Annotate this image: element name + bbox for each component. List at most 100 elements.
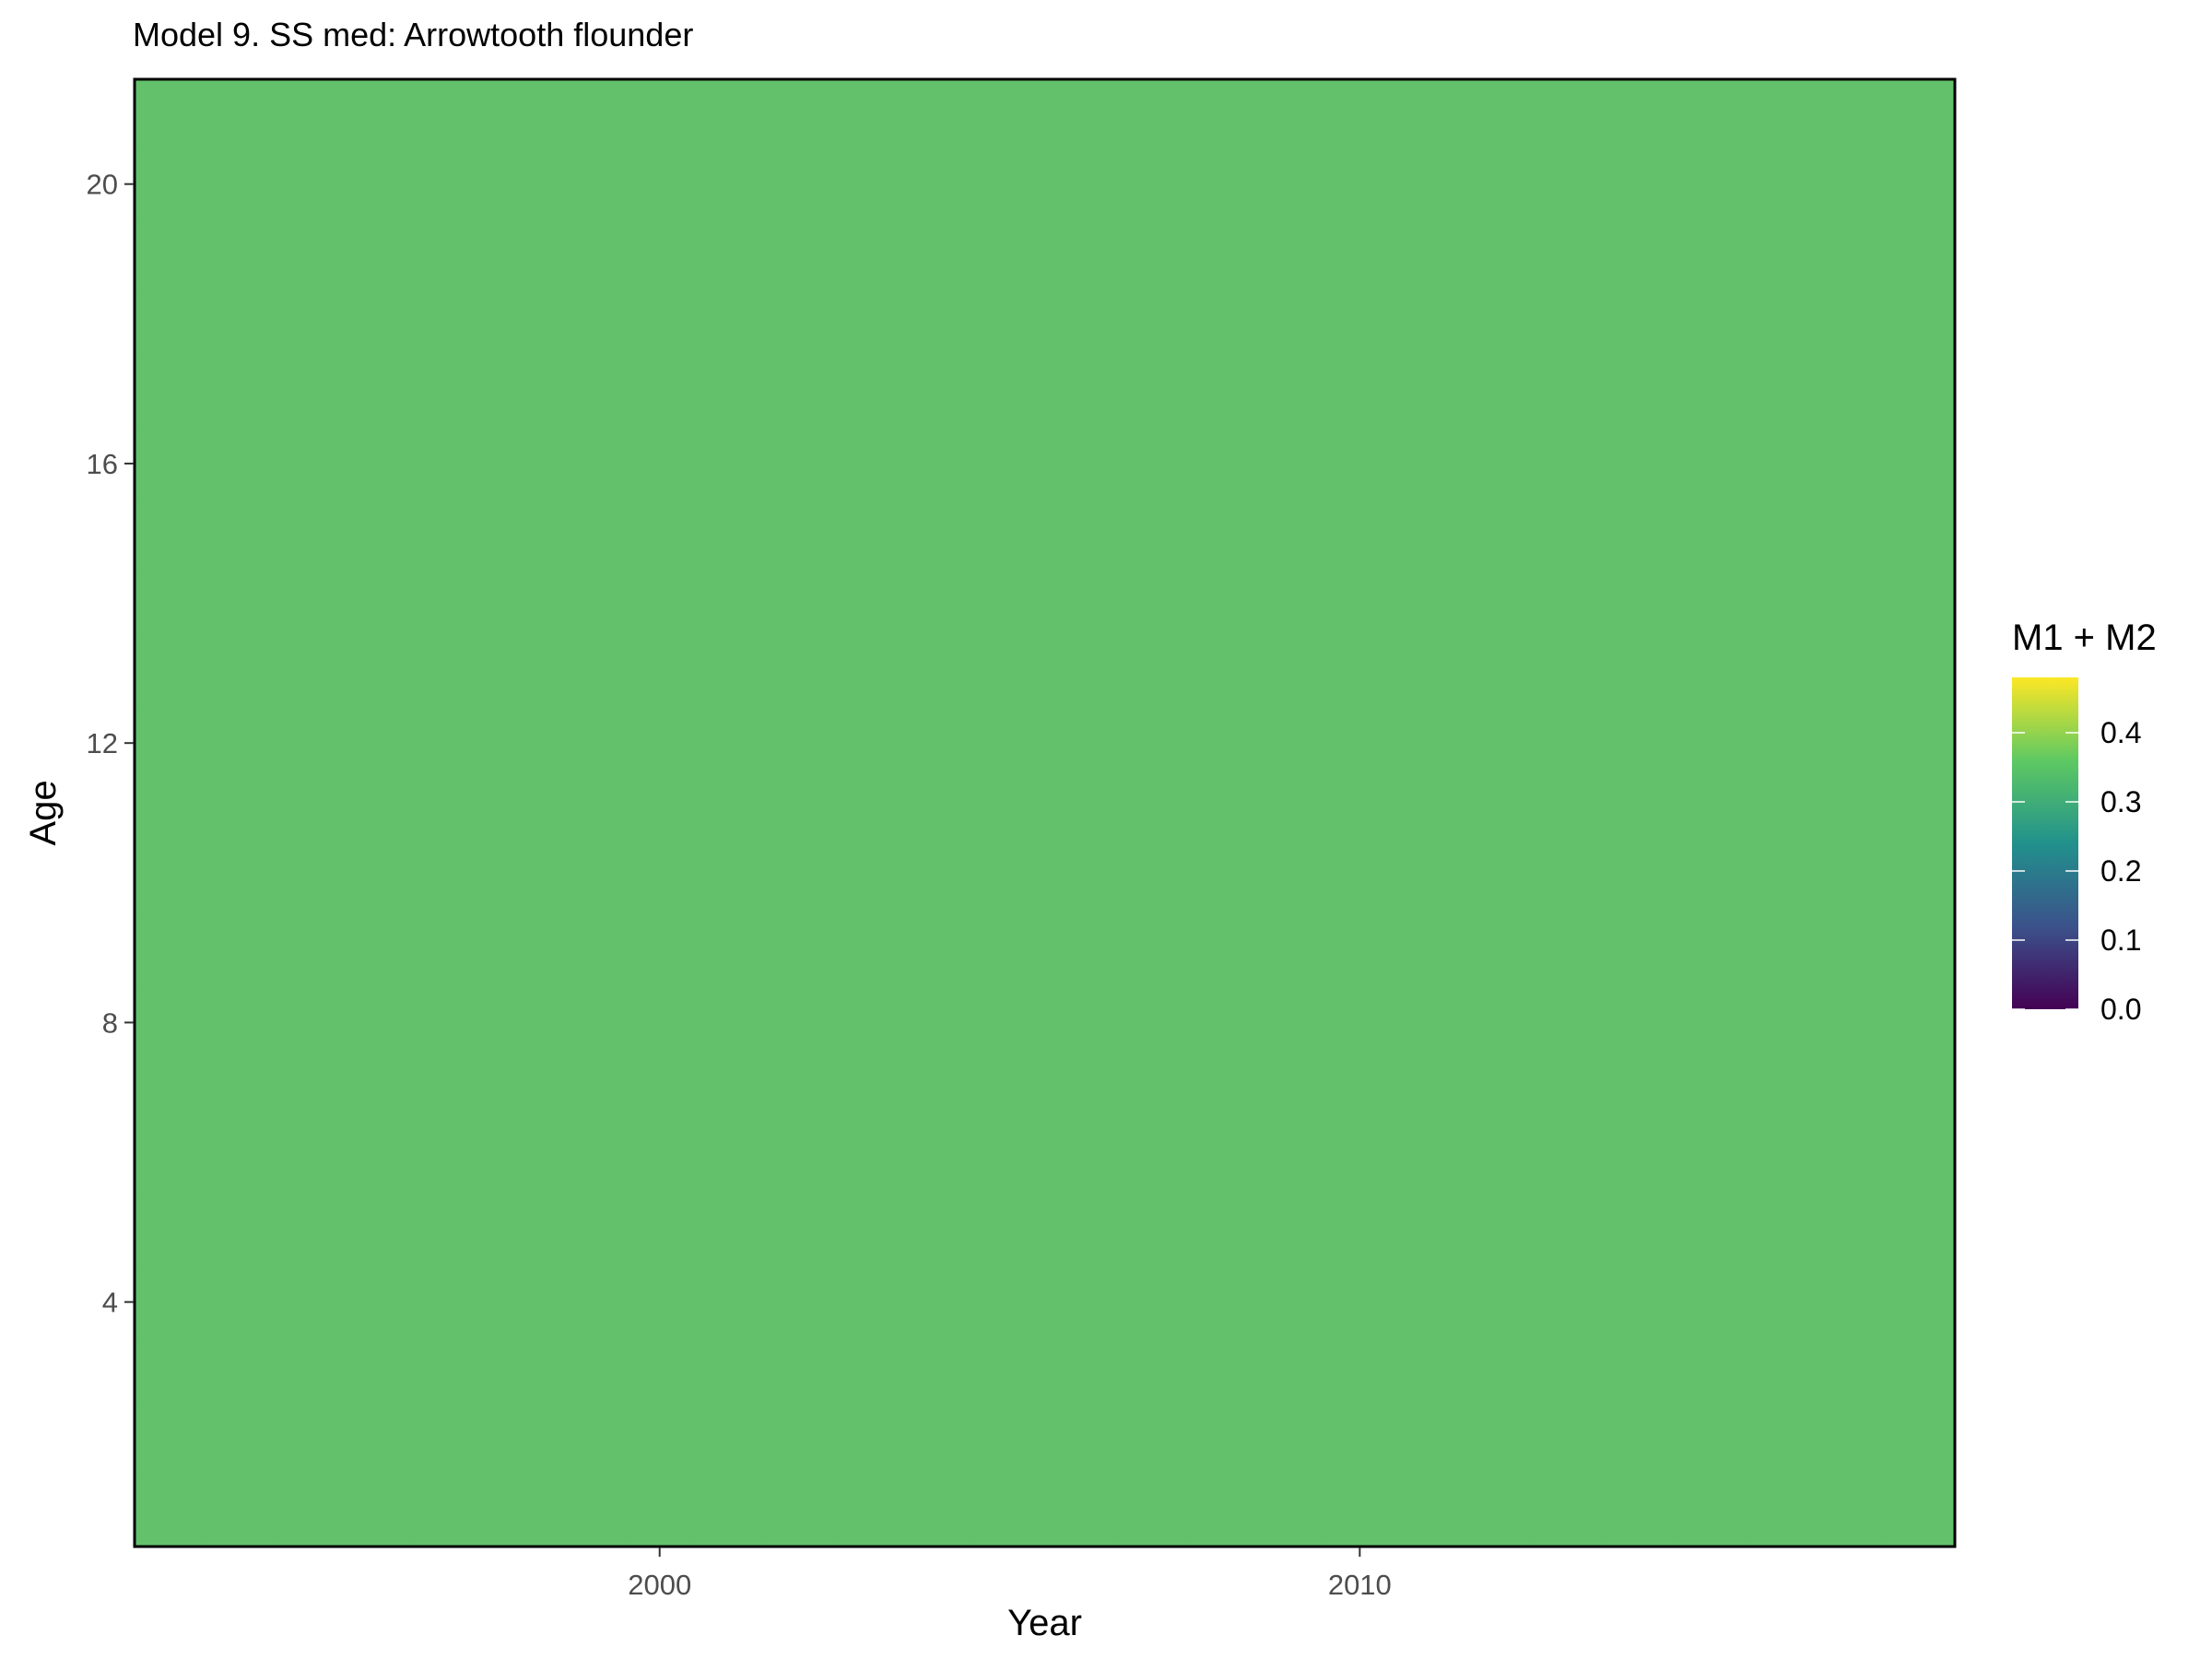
heat-cell bbox=[834, 288, 906, 359]
heat-cell bbox=[1044, 847, 1116, 919]
heat-cell bbox=[1885, 1336, 1956, 1407]
heat-cell bbox=[834, 218, 906, 290]
heat-cell bbox=[764, 1477, 836, 1547]
heat-cell bbox=[135, 638, 206, 709]
heat-cell bbox=[624, 1057, 696, 1128]
heat-cell bbox=[204, 148, 276, 220]
heat-cell bbox=[1885, 429, 1956, 500]
heat-cell bbox=[554, 847, 626, 919]
heat-cell bbox=[1605, 148, 1676, 220]
heat-cell bbox=[1675, 1406, 1746, 1477]
heat-cell bbox=[974, 288, 1046, 359]
heat-cell bbox=[1675, 429, 1746, 500]
heat-cell bbox=[974, 218, 1046, 290]
heat-cell bbox=[414, 288, 486, 359]
heat-cell bbox=[1605, 778, 1676, 849]
heat-cell bbox=[834, 1266, 906, 1338]
heat-cell bbox=[1745, 1266, 1816, 1338]
heat-cell bbox=[1465, 917, 1535, 989]
heat-cell bbox=[694, 1057, 766, 1128]
heat-cell bbox=[344, 708, 416, 779]
x-axis: 2000 2010 bbox=[628, 1547, 1392, 1601]
heat-cell bbox=[1184, 498, 1255, 570]
heat-cell bbox=[1184, 1477, 1255, 1547]
heat-cell bbox=[1044, 708, 1116, 779]
heat-cell bbox=[1885, 79, 1956, 150]
heat-cell bbox=[1114, 638, 1186, 709]
heat-cell bbox=[1114, 847, 1186, 919]
heat-cell bbox=[484, 429, 556, 500]
heat-cell bbox=[1535, 1406, 1606, 1477]
heat-cell bbox=[1535, 847, 1606, 919]
heat-cell bbox=[135, 429, 206, 500]
heat-cell bbox=[1745, 778, 1816, 849]
heat-cell bbox=[414, 148, 486, 220]
heat-cell bbox=[204, 1266, 276, 1338]
heat-cell bbox=[1044, 218, 1116, 290]
heat-cell bbox=[1535, 359, 1606, 429]
heat-cell bbox=[1394, 79, 1465, 150]
heat-cell bbox=[135, 568, 206, 640]
heat-cell bbox=[694, 638, 766, 709]
heat-cell bbox=[1745, 1196, 1816, 1268]
heat-cell bbox=[1114, 1406, 1186, 1477]
heat-cell bbox=[624, 1266, 696, 1338]
heat-cell bbox=[1885, 917, 1956, 989]
heat-cell bbox=[1885, 568, 1956, 640]
legend-colorbar bbox=[2012, 677, 2078, 1009]
heat-cell bbox=[834, 148, 906, 220]
heat-cell bbox=[1184, 568, 1255, 640]
heat-cell bbox=[1254, 1127, 1325, 1198]
heat-cell bbox=[274, 1406, 346, 1477]
heat-cell bbox=[484, 708, 556, 779]
heat-cell bbox=[554, 1127, 626, 1198]
legend-title: M1 + M2 bbox=[2012, 618, 2157, 658]
heat-cell bbox=[274, 847, 346, 919]
heat-cell bbox=[1675, 498, 1746, 570]
heat-cell bbox=[694, 847, 766, 919]
heat-cell bbox=[204, 917, 276, 989]
heat-cell bbox=[484, 568, 556, 640]
heat-cell bbox=[1184, 1336, 1255, 1407]
heat-cell bbox=[554, 987, 626, 1058]
heat-cell bbox=[274, 568, 346, 640]
heat-cell bbox=[764, 1266, 836, 1338]
heat-cell bbox=[1745, 708, 1816, 779]
heat-cell bbox=[554, 498, 626, 570]
heat-cell bbox=[1605, 1057, 1676, 1128]
heat-cell bbox=[344, 778, 416, 849]
heat-cell bbox=[1394, 1477, 1465, 1547]
heat-cell bbox=[274, 1196, 346, 1268]
heat-cell bbox=[904, 218, 976, 290]
heat-cell bbox=[414, 708, 486, 779]
heat-cell bbox=[1254, 568, 1325, 640]
heat-cell bbox=[904, 429, 976, 500]
heat-cell bbox=[1044, 1127, 1116, 1198]
heat-cell bbox=[484, 1266, 556, 1338]
heat-cell bbox=[135, 708, 206, 779]
heat-cell bbox=[484, 987, 556, 1058]
heat-cell bbox=[1535, 1336, 1606, 1407]
heat-cell bbox=[204, 708, 276, 779]
heat-cell bbox=[764, 288, 836, 359]
heat-cell bbox=[1114, 79, 1186, 150]
heat-cell bbox=[1324, 1406, 1395, 1477]
heat-cell bbox=[904, 1406, 976, 1477]
heat-cell bbox=[1535, 79, 1606, 150]
heat-cell bbox=[694, 1406, 766, 1477]
heat-cell bbox=[1675, 148, 1746, 220]
heat-cell bbox=[344, 1406, 416, 1477]
heat-cell bbox=[1394, 1336, 1465, 1407]
heat-cell bbox=[624, 79, 696, 150]
heat-cell bbox=[624, 498, 696, 570]
heat-cell bbox=[1885, 218, 1956, 290]
heatmap-cells bbox=[135, 79, 1956, 1547]
heat-cell bbox=[1114, 568, 1186, 640]
heat-cell bbox=[1675, 288, 1746, 359]
heat-cell bbox=[1535, 1057, 1606, 1128]
heat-cell bbox=[135, 359, 206, 429]
heat-cell bbox=[1394, 218, 1465, 290]
heat-cell bbox=[1254, 847, 1325, 919]
heat-cell bbox=[834, 1336, 906, 1407]
heat-cell bbox=[1394, 148, 1465, 220]
